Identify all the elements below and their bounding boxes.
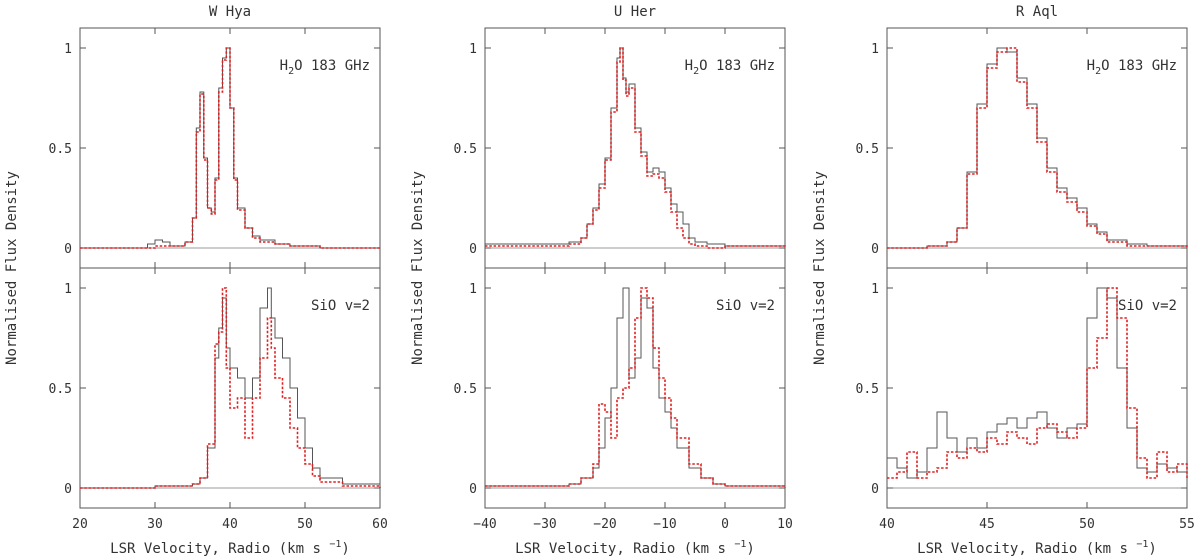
x-tick-label: −30 bbox=[533, 517, 556, 532]
y-tick-label: 1 bbox=[64, 42, 72, 57]
series-red-line bbox=[80, 47, 380, 249]
line-label: H2O 183 GHz bbox=[1087, 58, 1177, 77]
y-tick-label: 0.5 bbox=[856, 142, 879, 157]
x-axis-label: LSR Velocity, Radio (km s −1) bbox=[917, 539, 1157, 557]
panel-title: W Hya bbox=[209, 4, 251, 20]
panel-title: R Aql bbox=[1016, 4, 1058, 20]
y-tick-label: 0 bbox=[871, 482, 879, 497]
y-tick-label: 1 bbox=[871, 42, 879, 57]
line-label: H2O 183 GHz bbox=[280, 58, 370, 77]
y-tick-label: 0.5 bbox=[454, 382, 477, 397]
x-tick-label: 55 bbox=[1179, 517, 1195, 532]
x-axis-label: LSR Velocity, Radio (km s −1) bbox=[515, 539, 755, 557]
series-grey-line bbox=[485, 47, 786, 248]
series-red-line bbox=[887, 287, 1188, 479]
series-grey-line bbox=[887, 287, 1188, 479]
y-tick-label: 0.5 bbox=[49, 382, 72, 397]
panel-2: 0 0.5 1 U Her H2O 183 GHz bbox=[454, 4, 786, 269]
x-axis-label: LSR Velocity, Radio (km s −1) bbox=[110, 539, 350, 557]
y-axis-label: Normalised Flux Density bbox=[4, 171, 20, 365]
y-tick-label: 0.5 bbox=[454, 142, 477, 157]
y-tick-label: 1 bbox=[469, 42, 477, 57]
series-grey-line bbox=[80, 287, 381, 489]
y-axis-label: Normalised Flux Density bbox=[410, 171, 426, 365]
x-tick-label: 60 bbox=[372, 517, 388, 532]
panel-5: 0 0.5 1 −40 −30 −20 −10 0 10 SiO v=2 bbox=[454, 267, 793, 532]
series-red-line bbox=[485, 287, 786, 488]
y-tick-label: 0 bbox=[64, 482, 72, 497]
panel-3: 0 0.5 1 R Aql H2O 183 GHz bbox=[856, 4, 1188, 269]
series-grey-line bbox=[485, 287, 786, 488]
x-tick-label: 40 bbox=[879, 517, 895, 532]
y-tick-label: 0.5 bbox=[49, 142, 72, 157]
y-axis-label: Normalised Flux Density bbox=[812, 171, 828, 365]
y-tick-label: 0 bbox=[469, 482, 477, 497]
y-tick-label: 0 bbox=[871, 242, 879, 257]
x-tick-label: −40 bbox=[473, 517, 496, 532]
x-tick-label: −10 bbox=[653, 517, 676, 532]
panel-6: 0 0.5 1 40 45 50 55 SiO v=2 bbox=[856, 267, 1195, 532]
x-tick-label: 40 bbox=[222, 517, 238, 532]
line-label: SiO v=2 bbox=[716, 298, 775, 314]
panel-title: U Her bbox=[614, 4, 656, 20]
y-tick-label: 1 bbox=[871, 282, 879, 297]
line-label: H2O 183 GHz bbox=[685, 58, 775, 77]
series-red-line bbox=[80, 287, 381, 489]
x-tick-label: 45 bbox=[979, 517, 995, 532]
line-label: SiO v=2 bbox=[311, 298, 370, 314]
x-tick-label: 50 bbox=[297, 517, 313, 532]
series-red-line bbox=[887, 47, 1188, 249]
x-tick-label: 30 bbox=[147, 517, 163, 532]
series-grey-line bbox=[887, 47, 1188, 249]
y-tick-label: 1 bbox=[469, 282, 477, 297]
x-tick-label: 50 bbox=[1079, 517, 1095, 532]
x-tick-label: −20 bbox=[593, 517, 616, 532]
series-red-line bbox=[485, 47, 786, 249]
line-label: SiO v=2 bbox=[1118, 298, 1177, 314]
panel-4: 0 0.5 1 20 30 40 50 60 SiO v=2 bbox=[49, 267, 388, 532]
x-tick-label: 10 bbox=[777, 517, 793, 532]
x-tick-label: 20 bbox=[72, 517, 88, 532]
y-tick-label: 0 bbox=[64, 242, 72, 257]
y-tick-label: 0 bbox=[469, 242, 477, 257]
y-tick-label: 0.5 bbox=[856, 382, 879, 397]
y-tick-label: 1 bbox=[64, 282, 72, 297]
x-tick-label: 0 bbox=[721, 517, 729, 532]
panel-1: 0 0.5 1 W Hya H2O 183 GHz bbox=[49, 4, 381, 269]
